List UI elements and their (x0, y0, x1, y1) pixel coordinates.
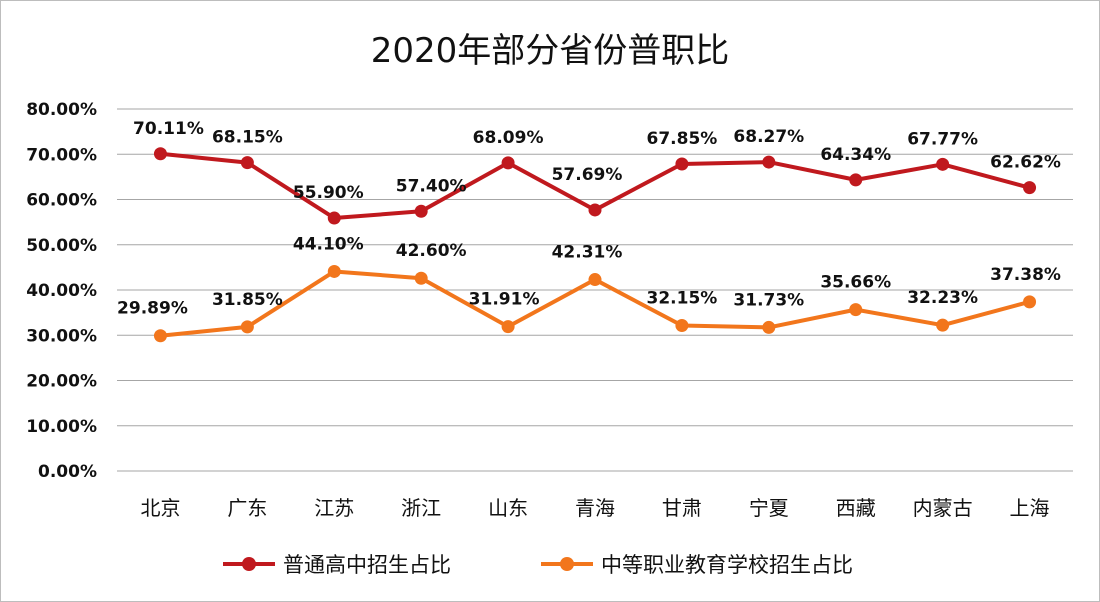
data-point (240, 320, 254, 334)
legend-label: 中等职业教育学校招生占比 (601, 553, 853, 577)
data-label: 37.38% (990, 265, 1061, 285)
data-point (327, 264, 341, 278)
data-label: 68.27% (733, 127, 804, 147)
legend-item-vocational-school: 中等职业教育学校招生占比 (541, 549, 853, 579)
data-point (675, 157, 689, 171)
data-label: 64.34% (820, 145, 891, 165)
data-label: 32.23% (907, 288, 978, 308)
chart-title: 2020年部分省份普职比 (370, 31, 730, 71)
data-point (675, 319, 689, 333)
data-label: 68.09% (473, 128, 544, 148)
y-tick-label: 20.00% (26, 372, 97, 392)
data-label: 62.62% (990, 153, 1061, 173)
data-point (414, 204, 428, 218)
y-tick-label: 0.00% (38, 462, 97, 482)
data-point (936, 157, 950, 171)
data-label: 44.10% (293, 234, 364, 254)
x-tick-label: 江苏 (314, 496, 354, 520)
y-tick-label: 70.00% (26, 145, 97, 165)
data-point (240, 156, 254, 170)
y-tick-label: 10.00% (26, 417, 97, 437)
data-label: 31.73% (733, 290, 804, 310)
data-label: 57.40% (396, 176, 467, 196)
data-point (153, 147, 167, 161)
x-tick-label: 西藏 (836, 496, 876, 520)
data-point (501, 156, 515, 170)
data-label: 70.11% (133, 119, 204, 139)
chart-legend: 普通高中招生占比 中等职业教育学校招生占比 (1, 549, 1099, 579)
x-tick-label: 甘肃 (662, 496, 702, 520)
data-point (849, 173, 863, 187)
data-point (414, 271, 428, 285)
data-point (588, 273, 602, 287)
data-point (762, 155, 776, 169)
x-tick-label: 宁夏 (749, 496, 789, 520)
data-label: 32.15% (647, 289, 718, 309)
x-tick-label: 内蒙古 (913, 496, 973, 520)
x-tick-label: 青海 (575, 496, 615, 520)
data-point (849, 303, 863, 317)
data-label: 31.91% (469, 290, 540, 310)
data-label: 42.60% (396, 241, 467, 261)
data-point (1023, 181, 1037, 195)
x-tick-label: 上海 (1010, 496, 1050, 520)
y-tick-label: 30.00% (26, 326, 97, 346)
y-tick-label: 40.00% (26, 281, 97, 301)
data-label: 68.15% (212, 128, 283, 148)
data-label: 57.69% (552, 165, 623, 185)
legend-item-general-high-school: 普通高中招生占比 (223, 549, 451, 579)
data-label: 42.31% (552, 243, 623, 263)
legend-line-marker (223, 557, 275, 571)
data-point (588, 203, 602, 217)
data-label: 35.66% (820, 273, 891, 293)
legend-line-marker (541, 557, 593, 571)
data-label: 67.77% (907, 129, 978, 149)
legend-label: 普通高中招生占比 (283, 553, 451, 577)
x-tick-label: 山东 (488, 496, 528, 520)
data-point (1023, 295, 1037, 309)
data-point (936, 318, 950, 332)
data-label: 67.85% (647, 129, 718, 149)
data-point (762, 320, 776, 334)
legend-dot-marker (242, 557, 256, 571)
data-label: 55.90% (293, 183, 364, 203)
data-point (327, 211, 341, 225)
data-point (501, 320, 515, 334)
data-point (153, 329, 167, 343)
data-label: 31.85% (212, 290, 283, 310)
data-label: 29.89% (117, 299, 188, 319)
x-tick-label: 广东 (227, 496, 267, 520)
x-tick-label: 浙江 (401, 496, 441, 520)
y-tick-label: 50.00% (26, 236, 97, 256)
y-tick-label: 80.00% (26, 100, 97, 120)
legend-dot-marker (560, 557, 574, 571)
y-tick-label: 60.00% (26, 191, 97, 211)
x-tick-label: 北京 (140, 496, 180, 520)
